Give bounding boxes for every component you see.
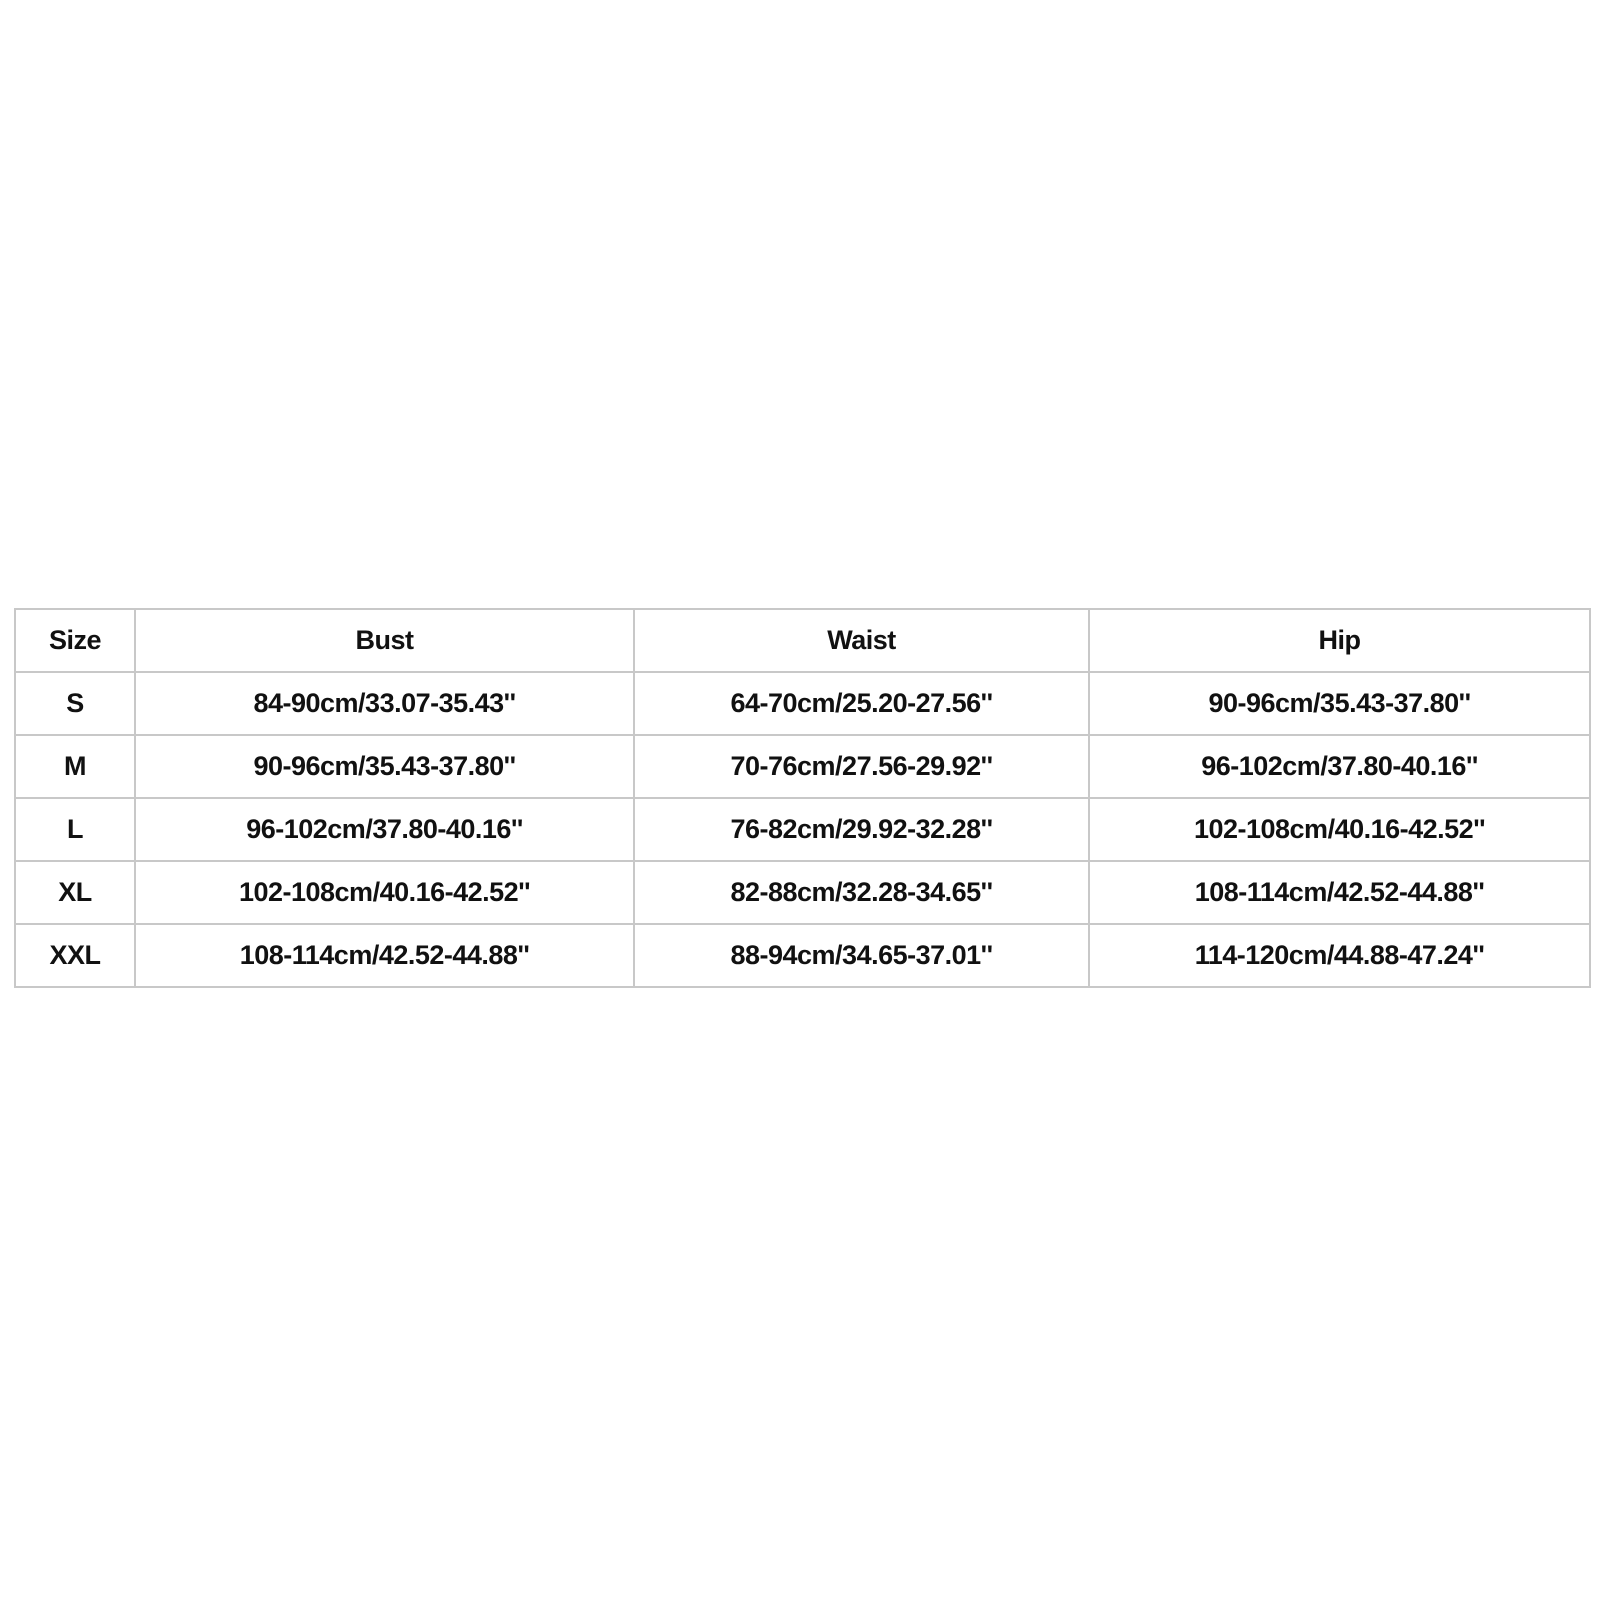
table-row: S 84-90cm/33.07-35.43'' 64-70cm/25.20-27… <box>14 671 1591 736</box>
header-row: Size Bust Waist Hip <box>14 608 1591 673</box>
bust-cell: 90-96cm/35.43-37.80'' <box>134 734 635 799</box>
size-cell: M <box>14 734 136 799</box>
waist-cell: 88-94cm/34.65-37.01'' <box>633 923 1090 988</box>
table-row: M 90-96cm/35.43-37.80'' 70-76cm/27.56-29… <box>14 734 1591 799</box>
waist-cell: 64-70cm/25.20-27.56'' <box>633 671 1090 736</box>
bust-cell: 84-90cm/33.07-35.43'' <box>134 671 635 736</box>
waist-cell: 70-76cm/27.56-29.92'' <box>633 734 1090 799</box>
table-row: XL 102-108cm/40.16-42.52'' 82-88cm/32.28… <box>14 860 1591 925</box>
hip-cell: 108-114cm/42.52-44.88'' <box>1088 860 1591 925</box>
hip-cell: 96-102cm/37.80-40.16'' <box>1088 734 1591 799</box>
table-row: L 96-102cm/37.80-40.16'' 76-82cm/29.92-3… <box>14 797 1591 862</box>
header-bust: Bust <box>134 608 635 673</box>
header-waist: Waist <box>633 608 1090 673</box>
hip-cell: 102-108cm/40.16-42.52'' <box>1088 797 1591 862</box>
waist-cell: 82-88cm/32.28-34.65'' <box>633 860 1090 925</box>
bust-cell: 96-102cm/37.80-40.16'' <box>134 797 635 862</box>
header-hip: Hip <box>1088 608 1591 673</box>
hip-cell: 114-120cm/44.88-47.24'' <box>1088 923 1591 988</box>
bust-cell: 102-108cm/40.16-42.52'' <box>134 860 635 925</box>
header-size: Size <box>14 608 136 673</box>
size-cell: XL <box>14 860 136 925</box>
bust-cell: 108-114cm/42.52-44.88'' <box>134 923 635 988</box>
size-cell: S <box>14 671 136 736</box>
hip-cell: 90-96cm/35.43-37.80'' <box>1088 671 1591 736</box>
size-chart-table: Size Bust Waist Hip S 84-90cm/33.07-35.4… <box>14 608 1591 988</box>
size-cell: XXL <box>14 923 136 988</box>
waist-cell: 76-82cm/29.92-32.28'' <box>633 797 1090 862</box>
size-cell: L <box>14 797 136 862</box>
table-row: XXL 108-114cm/42.52-44.88'' 88-94cm/34.6… <box>14 923 1591 988</box>
